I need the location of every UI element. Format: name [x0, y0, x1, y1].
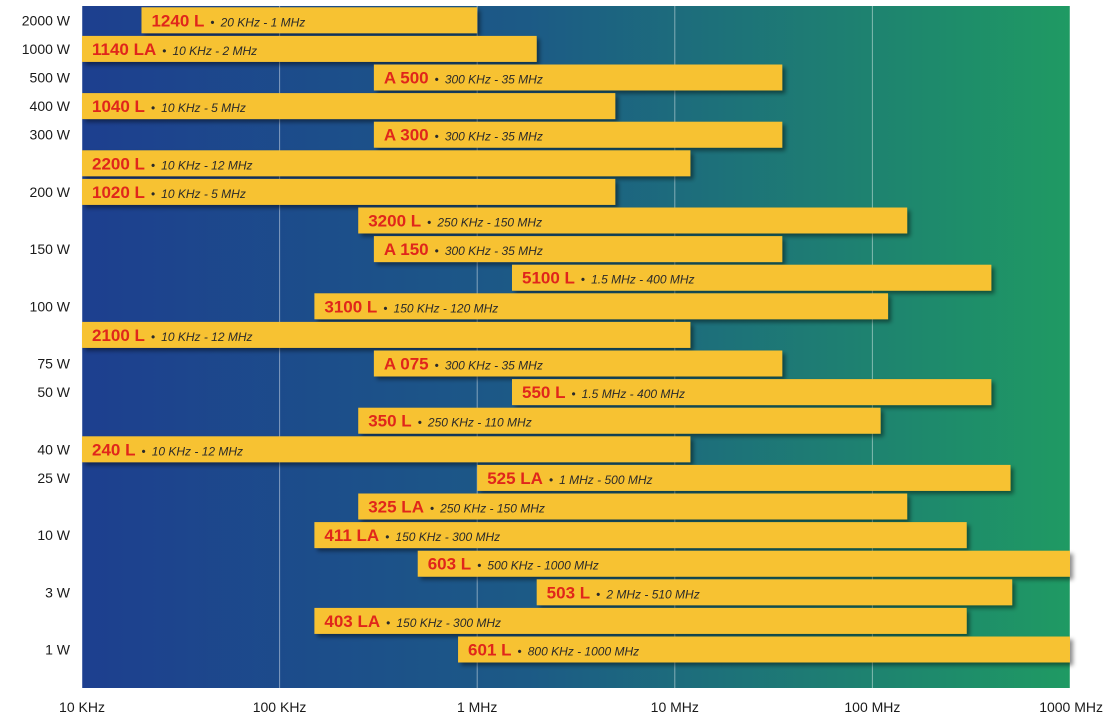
- bar-3100-l: 3100 L • 150 KHz - 120 MHz: [314, 293, 889, 320]
- bar-label: 403 LA • 150 KHz - 300 MHz: [324, 612, 501, 631]
- x-tick-label: 10 KHz: [59, 699, 105, 715]
- bar-rect: [358, 407, 881, 434]
- bar-rect: [82, 436, 691, 463]
- bar-label: 525 LA • 1 MHz - 500 MHz: [487, 469, 652, 488]
- bar-label: 3100 L • 150 KHz - 120 MHz: [324, 297, 498, 316]
- bar-rect: [536, 579, 1013, 606]
- bar-411-la: 411 LA • 150 KHz - 300 MHz: [314, 522, 967, 549]
- x-tick-label: 10 MHz: [651, 699, 699, 715]
- bar-3200-l: 3200 L • 250 KHz - 150 MHz: [358, 207, 908, 234]
- x-tick-label: 1 MHz: [457, 699, 497, 715]
- y-axis-labels: 2000 W 1000 W 500 W 400 W 300 W 200 W 150 W 100…: [22, 12, 71, 657]
- bar-503-l: 503 L • 2 MHz - 510 MHz: [536, 579, 1013, 606]
- bar-label: A 075 • 300 KHz - 35 MHz: [384, 355, 543, 374]
- bar-label: A 300 • 300 KHz - 35 MHz: [384, 126, 543, 145]
- bar-label: A 500 • 300 KHz - 35 MHz: [384, 69, 543, 88]
- bar-rect: [511, 264, 992, 291]
- y-tick-label: 500 W: [30, 70, 71, 86]
- bar-1020-l: 1020 L • 10 KHz - 5 MHz: [82, 178, 616, 205]
- bar-label: 601 L • 800 KHz - 1000 MHz: [468, 641, 639, 660]
- bar-label: 603 L • 500 KHz - 1000 MHz: [428, 555, 599, 574]
- bar-label: 3200 L • 250 KHz - 150 MHz: [368, 212, 542, 231]
- bar-label: 240 L • 10 KHz - 12 MHz: [92, 440, 243, 459]
- bar-rect: [82, 93, 616, 120]
- bar-rect: [511, 379, 992, 406]
- bar-2200-l: 2200 L • 10 KHz - 12 MHz: [82, 150, 691, 177]
- bar-rect: [314, 607, 967, 634]
- bar-rect: [358, 493, 908, 520]
- bar-rect: [82, 150, 691, 177]
- bar-2100-l: 2100 L • 10 KHz - 12 MHz: [82, 321, 691, 348]
- y-tick-label: 400 W: [30, 98, 71, 114]
- bar-a-075: A 075 • 300 KHz - 35 MHz: [373, 350, 783, 377]
- y-tick-label: 3 W: [45, 584, 71, 600]
- bar-rect: [477, 464, 1011, 491]
- bar-label: 411 LA • 150 KHz - 300 MHz: [324, 526, 500, 545]
- bar-1240-l: 1240 L • 20 KHz - 1 MHz: [141, 7, 478, 34]
- bar-rect: [373, 121, 783, 148]
- bar-rect: [82, 35, 537, 62]
- bar-label: 503 L • 2 MHz - 510 MHz: [547, 583, 700, 602]
- y-tick-label: 1 W: [45, 642, 71, 658]
- y-tick-label: 300 W: [30, 127, 71, 143]
- bar-label: A 150 • 300 KHz - 35 MHz: [384, 240, 543, 259]
- bar-label: 5100 L • 1.5 MHz - 400 MHz: [522, 269, 695, 288]
- bar-240-l: 240 L • 10 KHz - 12 MHz: [82, 436, 691, 463]
- y-tick-label: 100 W: [30, 298, 71, 314]
- y-tick-label: 200 W: [30, 184, 71, 200]
- x-tick-label: 100 KHz: [253, 699, 307, 715]
- x-axis-labels: 10 KHz 100 KHz 1 MHz 10 MHz 100 MHz 1000 MHz: [59, 699, 1103, 715]
- bar-label: 1020 L • 10 KHz - 5 MHz: [92, 183, 246, 202]
- bar-label: 1040 L • 10 KHz - 5 MHz: [92, 97, 246, 116]
- y-tick-label: 10 W: [37, 527, 70, 543]
- bar-rect: [82, 178, 616, 205]
- bar-325-la: 325 LA • 250 KHz - 150 MHz: [358, 493, 908, 520]
- bar-rect: [82, 321, 691, 348]
- y-tick-label: 2000 W: [22, 12, 71, 28]
- bar-a-500: A 500 • 300 KHz - 35 MHz: [373, 64, 783, 91]
- x-tick-label: 1000 MHz: [1039, 699, 1103, 715]
- bar-label: 2100 L • 10 KHz - 12 MHz: [92, 326, 253, 345]
- y-tick-label: 40 W: [37, 441, 70, 457]
- bar-5100-l: 5100 L • 1.5 MHz - 400 MHz: [511, 264, 992, 291]
- bar-rect: [458, 636, 1071, 663]
- bar-550-l: 550 L • 1.5 MHz - 400 MHz: [511, 379, 992, 406]
- bar-label: 2200 L • 10 KHz - 12 MHz: [92, 154, 253, 173]
- y-tick-label: 150 W: [30, 241, 71, 257]
- bar-rect: [141, 7, 478, 34]
- bar-525-la: 525 LA • 1 MHz - 500 MHz: [477, 464, 1011, 491]
- bar-label: 1240 L • 20 KHz - 1 MHz: [151, 11, 305, 30]
- y-tick-label: 1000 W: [22, 41, 71, 57]
- bars: 1240 L • 20 KHz - 1 MHz 1140 LA • 10 KHz - 2 …: [82, 7, 1071, 663]
- x-tick-label: 100 MHz: [844, 699, 900, 715]
- bar-rect: [373, 350, 783, 377]
- bar-label: 325 LA • 250 KHz - 150 MHz: [368, 498, 545, 517]
- bar-rect: [358, 207, 908, 234]
- bar-label: 350 L • 250 KHz - 110 MHz: [368, 412, 532, 431]
- bar-403-la: 403 LA • 150 KHz - 300 MHz: [314, 607, 967, 634]
- bar-rect: [314, 522, 967, 549]
- bar-1040-l: 1040 L • 10 KHz - 5 MHz: [82, 93, 616, 120]
- bar-rect: [314, 293, 889, 320]
- bar-601-l: 601 L • 800 KHz - 1000 MHz: [458, 636, 1071, 663]
- bar-rect: [417, 550, 1071, 577]
- bar-rect: [373, 64, 783, 91]
- bar-350-l: 350 L • 250 KHz - 110 MHz: [358, 407, 881, 434]
- bar-a-300: A 300 • 300 KHz - 35 MHz: [373, 121, 783, 148]
- y-tick-label: 75 W: [37, 356, 70, 372]
- bar-a-150: A 150 • 300 KHz - 35 MHz: [373, 236, 783, 263]
- bar-label: 1140 LA • 10 KHz - 2 MHz: [92, 40, 257, 59]
- y-tick-label: 50 W: [37, 384, 70, 400]
- bar-1140-la: 1140 LA • 10 KHz - 2 MHz: [82, 35, 537, 62]
- y-tick-label: 25 W: [37, 470, 70, 486]
- bar-rect: [373, 236, 783, 263]
- bar-label: 550 L • 1.5 MHz - 400 MHz: [522, 383, 685, 402]
- bar-603-l: 603 L • 500 KHz - 1000 MHz: [417, 550, 1071, 577]
